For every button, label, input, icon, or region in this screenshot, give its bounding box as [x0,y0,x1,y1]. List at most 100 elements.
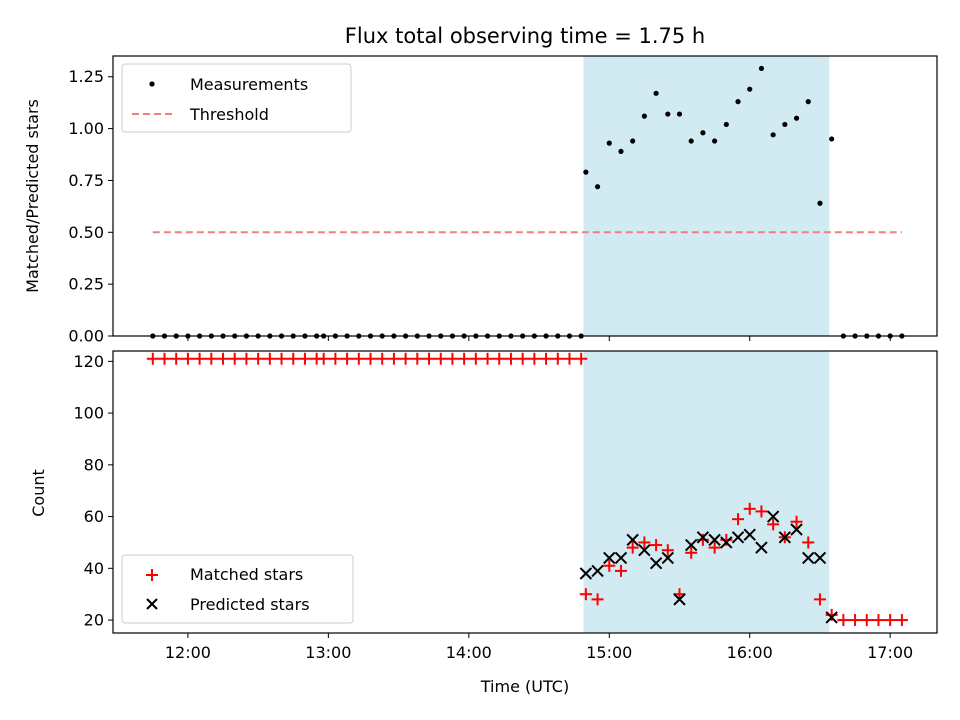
predicted-star-point [579,567,593,580]
matched-star-point [895,614,908,627]
x-tick-label: 12:00 [165,643,211,662]
matched-star-point [638,536,651,549]
x-b [614,551,628,565]
y-tick-label: 120 [73,352,104,371]
predicted-star-point [813,551,827,565]
measurement-point [782,121,788,128]
y-tick-label: 0.75 [68,171,104,190]
predicted-star-point [638,544,651,557]
predicted-star-point [661,551,675,565]
matched-star-point [228,352,241,365]
matched-star-point [411,352,424,365]
matched-star-point [240,352,253,365]
matched-star-point [493,352,506,365]
x-b [638,544,651,557]
matched-star-point [329,352,342,365]
matched-star-point [540,352,553,365]
x-b [661,551,675,565]
bottom-legend: Matched stars Predicted stars [121,554,354,624]
predicted-star-point [673,593,686,606]
bottom-plot-marks [146,352,908,627]
bottom-legend-box [121,554,354,624]
y-tick-label: 1.00 [68,119,104,138]
y-tick-label: 60 [84,507,104,526]
matched-star-point [434,352,447,365]
x-b [684,538,698,552]
predicted-star-point [626,533,639,547]
x-tick-label: 17:00 [867,643,913,662]
predicted-star-point [825,611,838,624]
predicted-star-point [731,531,745,544]
x-b [626,533,639,547]
legend-plus-marker [146,569,158,581]
matched-star-point [591,593,604,606]
x-b [603,551,616,565]
matched-star-point [399,352,412,365]
x-b [802,551,815,565]
matched-star-point [341,352,354,365]
y-tick-label: 80 [84,455,104,474]
legend-x-marker [146,598,158,610]
predicted-star-point [802,551,815,565]
legend-label-threshold: Threshold [189,105,269,124]
x-tick-label: 13:00 [305,643,351,662]
x-tick-label: 15:00 [586,643,632,662]
top-x-ticks [187,336,891,341]
matched-star-point [170,352,183,365]
x-b [649,556,663,570]
matched-star-point [603,559,616,572]
measurement-point [688,138,694,144]
matched-star-point [708,541,721,554]
matched-star-point [387,352,400,365]
top-y-axis-label: Matched/Predicted stars [23,99,42,293]
predicted-star-point [591,564,604,578]
x-b [766,510,780,523]
matched-star-point [458,352,471,365]
matched-star-point [837,614,850,627]
top-panel: 0.00 0.25 0.50 0.75 1.00 1.25 Matched/Predict… [23,55,938,346]
top-legend-box [121,63,352,133]
matched-star-point [298,352,311,365]
x-b [790,523,803,536]
measurement-point [641,113,647,119]
x-b [813,551,827,565]
x-b [673,593,686,606]
y-tick-label: 1.25 [68,67,104,86]
matched-star-point [287,352,300,365]
measurement-point [758,65,765,72]
matched-star-point [872,614,885,627]
measurement-point [630,138,636,144]
matched-star-point [504,352,517,365]
y-tick-label: 20 [84,611,104,630]
bottom-panel: 20 40 60 80 100 120 12:00 13:00 14:00 15:00 16:00… [29,350,938,696]
predicted-star-point [778,531,792,544]
x-b [743,528,756,541]
predicted-star-point [755,541,768,554]
matched-star-point [575,352,588,365]
chart-title: Flux total observing time = 1.75 h [345,24,705,48]
matched-star-point [767,518,780,531]
matched-star-point [743,502,756,515]
predicted-star-point [684,538,698,552]
measurement-point [723,121,729,128]
predicted-star-point [790,523,803,536]
predicted-star-point [743,528,756,541]
matched-star-point [481,352,494,365]
matched-star-point [685,546,698,559]
bottom-axes-frame [112,350,938,634]
matched-star-point [860,614,873,627]
y-tick-label: 0.25 [68,275,104,294]
x-tick-label: 14:00 [446,643,492,662]
matched-star-point [802,536,815,549]
bottom-y-ticks: 20 40 60 80 100 120 [73,352,113,630]
measurement-point [700,130,706,136]
x-b [720,536,733,549]
measurement-point [712,138,718,144]
measurement-point [735,99,741,105]
measurement-point [594,184,601,190]
matched-star-point [469,352,482,365]
x-b [731,531,745,544]
matched-star-point [446,352,459,365]
matched-star-point [317,352,330,365]
matched-star-point [376,352,389,365]
